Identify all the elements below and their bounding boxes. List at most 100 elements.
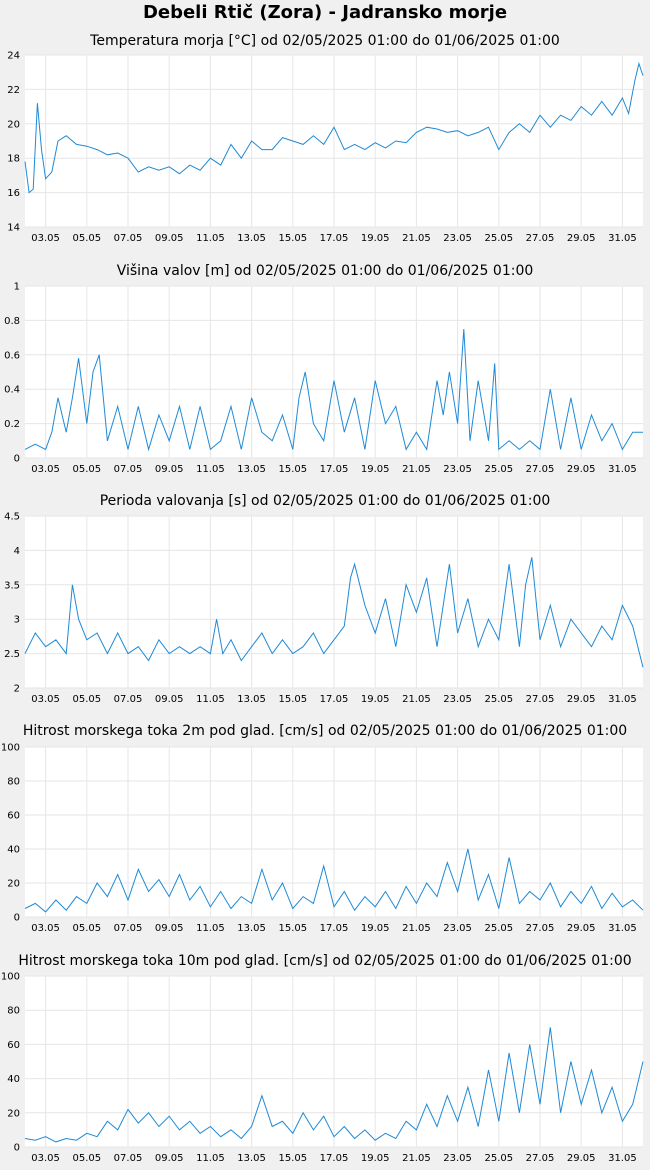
y-tick-label: 3 [14, 615, 20, 626]
x-tick-label: 07.05 [114, 464, 143, 475]
chart-title: Hitrost morskega toka 2m pod glad. [cm/s… [23, 723, 627, 739]
y-tick-label: 60 [7, 1040, 20, 1051]
chart-title: Hitrost morskega toka 10m pod glad. [cm/… [18, 953, 631, 969]
x-tick-label: 23.05 [443, 1153, 472, 1164]
series-line [24, 328, 643, 452]
x-tick-label: 19.05 [361, 464, 390, 475]
x-tick-label: 07.05 [114, 233, 143, 244]
chart-5: Hitrost morskega toka 10m pod glad. [cm/… [1, 953, 644, 1164]
x-tick-label: 05.05 [72, 1153, 101, 1164]
x-tick-label: 19.05 [361, 694, 390, 705]
y-tick-label: 20 [7, 119, 20, 130]
x-tick-label: 07.05 [114, 923, 143, 934]
x-tick-label: 31.05 [608, 694, 637, 705]
x-tick-label: 23.05 [443, 233, 472, 244]
x-tick-label: 25.05 [484, 923, 513, 934]
x-tick-label: 03.05 [31, 1153, 60, 1164]
x-tick-label: 31.05 [608, 464, 637, 475]
x-tick-label: 29.05 [567, 233, 596, 244]
x-tick-label: 15.05 [278, 233, 307, 244]
x-tick-label: 31.05 [608, 233, 637, 244]
x-tick-label: 21.05 [402, 1153, 431, 1164]
x-tick-label: 13.05 [237, 233, 266, 244]
x-tick-label: 13.05 [237, 694, 266, 705]
x-tick-label: 25.05 [484, 464, 513, 475]
y-tick-label: 2.5 [4, 649, 20, 660]
chart-3: Perioda valovanja [s] od 02/05/2025 01:0… [4, 493, 644, 705]
y-tick-label: 0 [14, 913, 20, 924]
x-tick-label: 09.05 [155, 923, 184, 934]
x-tick-label: 11.05 [196, 1153, 225, 1164]
x-tick-label: 13.05 [237, 923, 266, 934]
x-tick-label: 07.05 [114, 694, 143, 705]
x-tick-label: 27.05 [526, 233, 555, 244]
x-tick-label: 31.05 [608, 1153, 637, 1164]
y-tick-label: 0.8 [4, 316, 20, 327]
y-tick-label: 0 [14, 454, 20, 465]
y-tick-label: 1 [14, 282, 20, 293]
x-tick-label: 09.05 [155, 1153, 184, 1164]
y-tick-label: 20 [7, 1108, 20, 1119]
y-tick-label: 16 [7, 188, 20, 199]
y-tick-label: 4.5 [4, 512, 20, 523]
x-tick-label: 11.05 [196, 694, 225, 705]
x-tick-label: 19.05 [361, 233, 390, 244]
x-tick-label: 03.05 [31, 464, 60, 475]
x-tick-label: 03.05 [31, 694, 60, 705]
chart-2: Višina valov [m] od 02/05/2025 01:00 do … [4, 263, 643, 475]
x-tick-label: 19.05 [361, 1153, 390, 1164]
x-tick-label: 23.05 [443, 923, 472, 934]
x-tick-label: 13.05 [237, 1153, 266, 1164]
x-tick-label: 31.05 [608, 923, 637, 934]
series-line [24, 557, 644, 668]
y-tick-label: 80 [7, 1006, 20, 1017]
y-tick-label: 80 [7, 777, 20, 788]
chart-title: Višina valov [m] od 02/05/2025 01:00 do … [117, 263, 534, 279]
x-tick-label: 05.05 [72, 923, 101, 934]
y-tick-label: 100 [1, 972, 20, 983]
x-tick-label: 29.05 [567, 1153, 596, 1164]
x-tick-label: 17.05 [320, 694, 349, 705]
y-tick-label: 22 [7, 85, 20, 96]
y-tick-label: 18 [7, 154, 20, 165]
series-line [24, 848, 644, 913]
x-tick-label: 25.05 [484, 1153, 513, 1164]
x-tick-label: 29.05 [567, 464, 596, 475]
y-tick-label: 2 [14, 684, 20, 695]
series-line [24, 1027, 644, 1143]
chart-1: Temperatura morja [°C] od 02/05/2025 01:… [7, 33, 644, 244]
series-line [24, 61, 644, 194]
x-tick-label: 25.05 [484, 233, 513, 244]
x-tick-label: 03.05 [31, 923, 60, 934]
x-tick-label: 27.05 [526, 464, 555, 475]
y-tick-label: 20 [7, 879, 20, 890]
x-tick-label: 15.05 [278, 694, 307, 705]
chart-title: Temperatura morja [°C] od 02/05/2025 01:… [89, 33, 560, 49]
x-tick-label: 25.05 [484, 694, 513, 705]
x-tick-label: 03.05 [31, 233, 60, 244]
x-tick-label: 23.05 [443, 464, 472, 475]
x-tick-label: 11.05 [196, 233, 225, 244]
y-tick-label: 0.2 [4, 419, 20, 430]
x-tick-label: 21.05 [402, 694, 431, 705]
y-tick-label: 24 [7, 51, 20, 62]
x-tick-label: 05.05 [72, 464, 101, 475]
x-tick-label: 17.05 [320, 1153, 349, 1164]
x-tick-label: 21.05 [402, 923, 431, 934]
x-tick-label: 29.05 [567, 923, 596, 934]
x-tick-label: 23.05 [443, 694, 472, 705]
y-tick-label: 14 [7, 223, 20, 234]
y-tick-label: 0.6 [4, 350, 20, 361]
x-tick-label: 09.05 [155, 694, 184, 705]
x-tick-label: 19.05 [361, 923, 390, 934]
x-tick-label: 15.05 [278, 1153, 307, 1164]
x-tick-label: 07.05 [114, 1153, 143, 1164]
x-tick-label: 09.05 [155, 464, 184, 475]
x-tick-label: 11.05 [196, 923, 225, 934]
y-tick-label: 100 [1, 743, 20, 754]
x-tick-label: 13.05 [237, 464, 266, 475]
x-tick-label: 11.05 [196, 464, 225, 475]
x-tick-label: 17.05 [320, 233, 349, 244]
page-title: Debeli Rtič (Zora) - Jadransko morje [142, 2, 508, 23]
